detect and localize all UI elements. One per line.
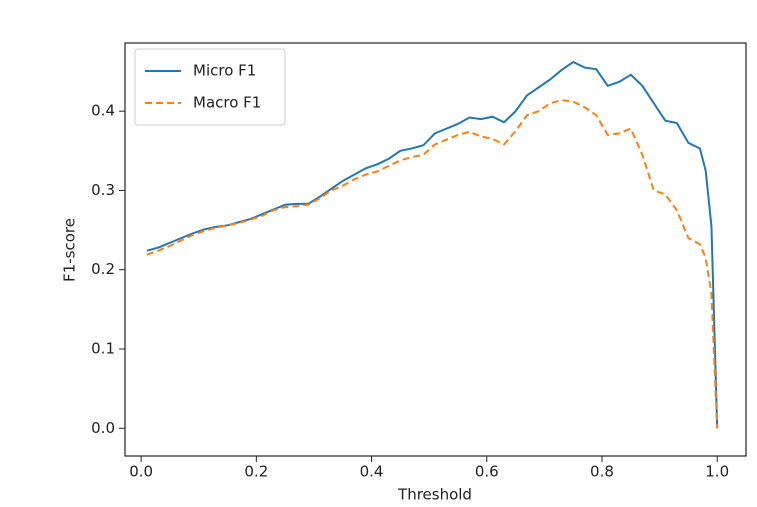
x-axis-label: Threshold xyxy=(397,486,472,504)
x-tick-label: 1.0 xyxy=(705,463,729,481)
legend-label: Micro F1 xyxy=(193,62,256,80)
legend-label: Macro F1 xyxy=(193,94,261,112)
x-tick-label: 0.4 xyxy=(360,463,384,481)
data-line xyxy=(146,99,719,429)
y-tick-label: 0.1 xyxy=(91,339,115,357)
y-axis-label: F1-score xyxy=(61,218,79,282)
y-tick-label: 0.3 xyxy=(91,181,115,199)
x-tick-label: 0.6 xyxy=(475,463,499,481)
y-tick-label: 0.4 xyxy=(91,102,115,120)
x-tick-label: 0.8 xyxy=(590,463,614,481)
y-tick-label: 0.0 xyxy=(91,419,115,437)
y-tick-label: 0.2 xyxy=(91,260,115,278)
axes-frame xyxy=(124,42,747,457)
x-tick-label: 0.2 xyxy=(244,463,268,481)
legend-box xyxy=(134,48,286,126)
x-tick-label: 0.0 xyxy=(129,463,153,481)
